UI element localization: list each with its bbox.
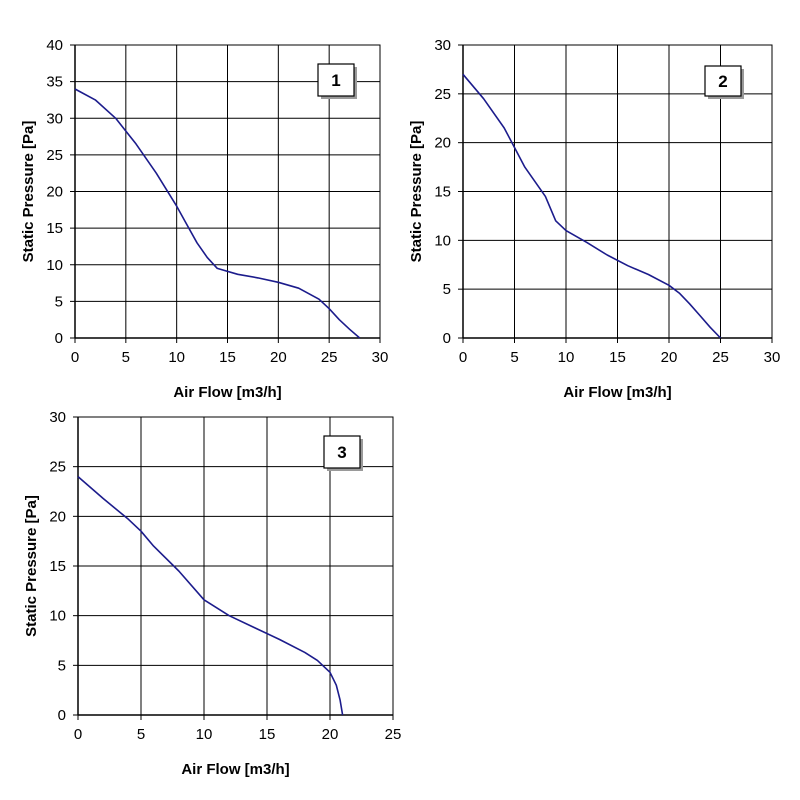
x-tick-label: 30 bbox=[764, 349, 781, 366]
y-tick-label: 0 bbox=[55, 330, 63, 347]
y-tick-label: 10 bbox=[46, 257, 63, 274]
y-tick-label: 25 bbox=[49, 459, 66, 476]
y-tick-label: 10 bbox=[49, 608, 66, 625]
y-tick-label: 25 bbox=[434, 86, 451, 103]
x-tick-label: 20 bbox=[661, 349, 678, 366]
x-tick-label: 0 bbox=[459, 349, 467, 366]
x-tick-label: 20 bbox=[270, 349, 287, 366]
x-tick-label: 10 bbox=[196, 726, 213, 743]
x-tick-label: 15 bbox=[609, 349, 626, 366]
y-tick-label: 0 bbox=[443, 330, 451, 347]
panel-label-box bbox=[317, 63, 355, 97]
y-tick-label: 5 bbox=[58, 657, 66, 674]
y-tick-label: 10 bbox=[434, 232, 451, 249]
y-tick-label: 30 bbox=[434, 37, 451, 54]
x-tick-label: 25 bbox=[712, 349, 729, 366]
panel-label-box bbox=[323, 435, 361, 469]
x-tick-label: 5 bbox=[510, 349, 518, 366]
series-line-2 bbox=[462, 73, 722, 339]
y-axis-title: Static Pressure [Pa] bbox=[23, 495, 40, 637]
x-tick-label: 5 bbox=[137, 726, 145, 743]
y-tick-label: 15 bbox=[46, 220, 63, 237]
panel-label: 1 bbox=[331, 71, 340, 90]
x-tick-label: 15 bbox=[259, 726, 276, 743]
y-axis-title: Static Pressure [Pa] bbox=[408, 121, 425, 263]
x-tick-label: 10 bbox=[168, 349, 185, 366]
x-tick-label: 5 bbox=[122, 349, 130, 366]
y-tick-label: 15 bbox=[49, 558, 66, 575]
series-line-1 bbox=[74, 88, 361, 339]
y-tick-label: 5 bbox=[55, 293, 63, 310]
x-tick-label: 20 bbox=[322, 726, 339, 743]
y-tick-label: 35 bbox=[46, 74, 63, 91]
x-axis-title: Air Flow [m3/h] bbox=[173, 384, 281, 401]
x-tick-label: 15 bbox=[219, 349, 236, 366]
panel-label-box bbox=[704, 65, 742, 97]
x-axis-title: Air Flow [m3/h] bbox=[563, 384, 671, 401]
y-tick-label: 20 bbox=[434, 135, 451, 152]
x-tick-label: 0 bbox=[71, 349, 79, 366]
chart-panel-1: 0 5 10 15 20 25 30 0 5 10 15 20 25 30 35 40 Air Flow [m3… bbox=[20, 37, 388, 401]
y-tick-label: 20 bbox=[46, 184, 63, 201]
chart-panel-3: 0 5 10 15 20 25 0 5 10 15 20 25 30 Air Flow [m3/h] Sta… bbox=[23, 409, 401, 778]
y-tick-label: 30 bbox=[49, 409, 66, 426]
y-tick-label: 30 bbox=[46, 110, 63, 127]
x-tick-label: 0 bbox=[74, 726, 82, 743]
panel-label: 2 bbox=[718, 72, 727, 91]
x-tick-label: 10 bbox=[558, 349, 575, 366]
y-tick-label: 15 bbox=[434, 184, 451, 201]
y-tick-label: 40 bbox=[46, 37, 63, 54]
y-axis-title: Static Pressure [Pa] bbox=[20, 121, 37, 263]
y-tick-label: 20 bbox=[49, 508, 66, 525]
y-tick-label: 0 bbox=[58, 707, 66, 724]
x-tick-label: 25 bbox=[385, 726, 402, 743]
x-tick-label: 25 bbox=[321, 349, 338, 366]
panel-label: 3 bbox=[337, 443, 346, 462]
series-line-3 bbox=[77, 475, 344, 716]
y-tick-label: 25 bbox=[46, 147, 63, 164]
x-tick-label: 30 bbox=[372, 349, 389, 366]
x-axis-title: Air Flow [m3/h] bbox=[181, 761, 289, 778]
y-tick-label: 5 bbox=[443, 281, 451, 298]
chart-panel-2: 0 5 10 15 20 25 30 0 5 10 15 20 25 30 Air Flow [m3/h] S… bbox=[408, 37, 780, 401]
